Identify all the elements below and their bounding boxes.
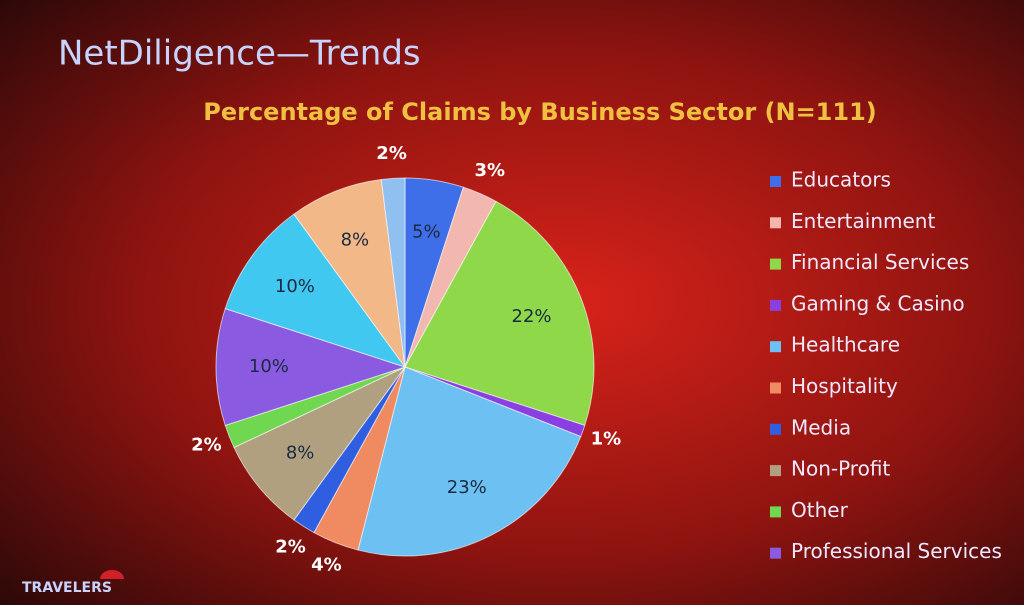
- legend-label: Professional Services: [791, 539, 1002, 563]
- legend-label: Entertainment: [791, 209, 935, 233]
- legend-swatch: [770, 299, 781, 311]
- legend-label: Financial Services: [791, 250, 969, 274]
- legend-swatch: [770, 176, 781, 187]
- legend-label: Gaming & Casino: [791, 291, 965, 315]
- pie-slice: [357, 366, 582, 557]
- logo: TRAVELERS: [22, 580, 112, 596]
- data-label: 4%: [311, 555, 342, 576]
- chart-title: Percentage of Claims by Business Sector …: [203, 98, 877, 126]
- pie-slice: [215, 307, 407, 427]
- legend-label: Media: [791, 415, 851, 439]
- data-label: 3%: [475, 160, 506, 181]
- data-label: 10%: [275, 276, 315, 297]
- data-label: 23%: [447, 477, 487, 498]
- legend-label: Educators: [791, 168, 891, 192]
- data-label: 22%: [512, 306, 552, 327]
- pie-slice: [293, 178, 406, 368]
- slide-title: NetDiligence—Trends: [58, 34, 421, 74]
- data-label: 8%: [286, 443, 315, 464]
- data-label: 2%: [275, 536, 306, 557]
- legend-swatch: [770, 258, 781, 270]
- legend-swatch: [770, 547, 781, 559]
- legend-swatch: [770, 382, 781, 394]
- data-label: 5%: [412, 222, 441, 243]
- logo-umbrella: [100, 570, 124, 579]
- pie-slice: [224, 213, 407, 368]
- legend-label: Hospitality: [791, 374, 898, 398]
- legend-swatch: [770, 506, 781, 518]
- pie-slice: [380, 177, 406, 368]
- legend-label: Other: [791, 498, 849, 522]
- legend-label: Non-Profit: [791, 457, 890, 481]
- pie-slice: [404, 200, 595, 427]
- legend-swatch: [770, 423, 781, 435]
- legend-swatch: [770, 465, 781, 477]
- legend-swatch: [770, 341, 781, 353]
- data-label: 8%: [341, 229, 370, 250]
- data-label: 10%: [249, 356, 289, 377]
- legend-swatch: [770, 217, 781, 229]
- data-label: 1%: [591, 428, 622, 449]
- pie-slice: [233, 366, 406, 521]
- data-label: 2%: [191, 435, 222, 456]
- data-label: 2%: [376, 143, 407, 164]
- legend-label: Healthcare: [791, 333, 900, 357]
